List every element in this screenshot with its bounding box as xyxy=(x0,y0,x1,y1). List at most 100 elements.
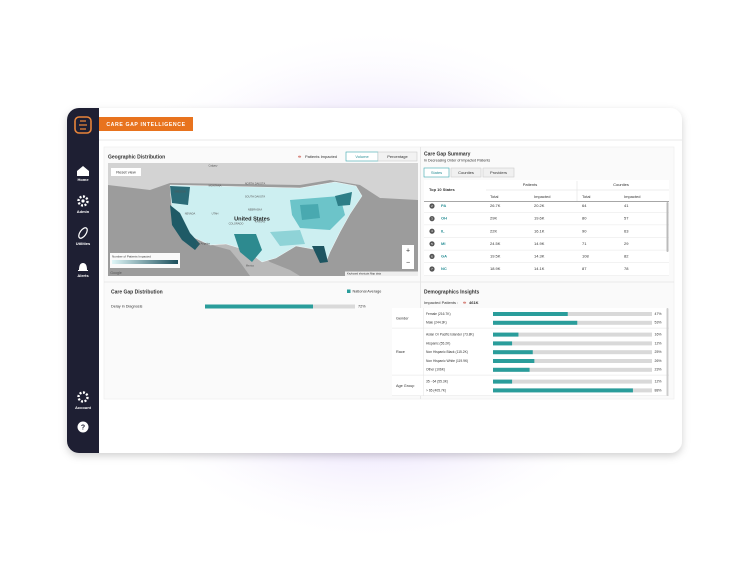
table-cell: 26.7K xyxy=(490,203,501,208)
table-cell: 71 xyxy=(582,241,587,246)
table-cell: 18.9K xyxy=(490,266,501,271)
state[interactable]: MI xyxy=(441,241,445,246)
scale-bar xyxy=(112,260,178,264)
bar-track xyxy=(493,341,652,346)
demographic-label: Male (244.3K) xyxy=(426,321,447,325)
tab[interactable] xyxy=(482,167,515,178)
bar-value-label: 25% xyxy=(655,350,662,354)
table-cell: 24.5K xyxy=(490,241,501,246)
scrollbar[interactable] xyxy=(666,202,669,252)
nav-label[interactable]: Account xyxy=(75,405,92,410)
group-label: Age Group xyxy=(396,384,414,388)
map[interactable]: + − Calgary MONTANA NORTH DAKOTA SOUTH DAKO… xyxy=(108,163,418,276)
account-icon[interactable] xyxy=(77,391,89,403)
table-cell: 82 xyxy=(624,253,629,258)
rank-badge xyxy=(429,266,435,272)
demographic-label: Female (216.7K) xyxy=(426,312,451,316)
table-cell: 64 xyxy=(582,203,587,208)
zoom-in[interactable]: + xyxy=(406,247,410,254)
nav-label[interactable]: Utilities xyxy=(76,241,91,246)
table-cell: 16.1K xyxy=(534,228,545,233)
zoom-control[interactable] xyxy=(402,245,414,269)
map-label: Google xyxy=(110,271,122,275)
tab[interactable] xyxy=(450,167,482,178)
scale-title: Number of Patients Impacted xyxy=(112,254,151,258)
table-cell: 80 xyxy=(582,216,587,221)
table-cell: 78 xyxy=(624,266,629,271)
brand-title: CARE GAP INTELLIGENCE xyxy=(106,122,185,128)
table-cell: 87 xyxy=(582,266,587,271)
bar xyxy=(493,332,519,337)
nav-label[interactable]: Admin xyxy=(77,209,90,214)
map-country-label: United States xyxy=(234,216,270,222)
state[interactable]: GA xyxy=(441,253,447,258)
map-region xyxy=(270,230,305,246)
map-region xyxy=(335,192,352,206)
bar-value-label: 23% xyxy=(655,368,662,372)
table-cell: 20.2K xyxy=(534,203,545,208)
nav-label[interactable]: Home xyxy=(77,177,89,182)
bar-track xyxy=(493,359,652,363)
tab-label[interactable]: Counties xyxy=(458,170,474,175)
table-cell: 14.3K xyxy=(534,253,545,258)
rank: 6 xyxy=(431,254,433,258)
rank-badge xyxy=(429,203,435,209)
toggle-label: Percentage xyxy=(387,154,408,159)
legend-icon: ⛯ xyxy=(298,154,302,159)
table-column-header: Impacted xyxy=(534,194,550,199)
toggle-percentage[interactable] xyxy=(377,151,418,162)
bar-track xyxy=(493,379,652,384)
table-cell: 29K xyxy=(490,216,497,221)
demographic-label: Other (106K) xyxy=(426,368,445,372)
rank-badge xyxy=(429,241,435,247)
alerts-icon[interactable] xyxy=(78,263,88,271)
tab-label[interactable]: States xyxy=(431,170,442,175)
scrollbar[interactable] xyxy=(666,308,669,396)
tab-label[interactable]: Providers xyxy=(490,170,507,175)
table-row-header: Top 10 States xyxy=(429,187,455,192)
table-column-header: Impacted xyxy=(624,194,640,199)
map-region xyxy=(170,205,200,250)
table-column-header: Total xyxy=(582,194,591,199)
rank: 7 xyxy=(431,267,433,271)
zoom-out[interactable]: − xyxy=(406,259,410,266)
bar xyxy=(493,312,568,316)
table-group-header: Patients xyxy=(523,182,537,187)
bar-track xyxy=(493,350,652,355)
admin-icon-center xyxy=(81,199,85,203)
summary-subtitle: In Decreasing Order of Impacted Patients xyxy=(424,158,490,162)
nav-label[interactable]: Alerts xyxy=(77,273,89,278)
table-cell: 90 xyxy=(582,228,587,233)
reset-view-button[interactable] xyxy=(111,168,141,176)
reset-view-label[interactable]: Reset view xyxy=(116,169,136,174)
bar xyxy=(205,304,313,309)
map-label: Los Angeles xyxy=(196,242,211,246)
table-cell: 14.9K xyxy=(534,241,545,246)
state[interactable]: PA xyxy=(441,203,446,208)
home-icon[interactable] xyxy=(77,166,89,176)
map-label: KANSAS xyxy=(255,220,266,224)
map-label: OREGON xyxy=(174,190,186,194)
bar xyxy=(493,350,533,355)
bar-value-label: 88% xyxy=(655,388,662,392)
help-icon[interactable] xyxy=(77,421,89,433)
map-label: Mexico xyxy=(246,264,255,268)
bar xyxy=(493,388,633,393)
bar xyxy=(493,320,578,325)
state[interactable]: IL xyxy=(441,228,445,233)
map-label: NEVADA xyxy=(185,212,196,216)
bar xyxy=(493,341,513,346)
geo-legend: Patients Impacted xyxy=(305,154,337,159)
demographic-label: Asian Or Pacific Islander (73.8K) xyxy=(426,332,474,336)
brand-badge xyxy=(99,117,193,131)
admin-icon[interactable] xyxy=(77,195,89,207)
bar xyxy=(493,367,530,372)
utilities-icon[interactable] xyxy=(77,226,89,239)
map-region xyxy=(312,246,328,263)
summary-title: Care Gap Summary xyxy=(424,151,471,157)
rank: 5 xyxy=(431,242,433,246)
state[interactable]: NC xyxy=(441,266,447,271)
state[interactable]: OH xyxy=(441,216,447,221)
tab[interactable] xyxy=(423,167,450,178)
logo xyxy=(74,116,92,134)
